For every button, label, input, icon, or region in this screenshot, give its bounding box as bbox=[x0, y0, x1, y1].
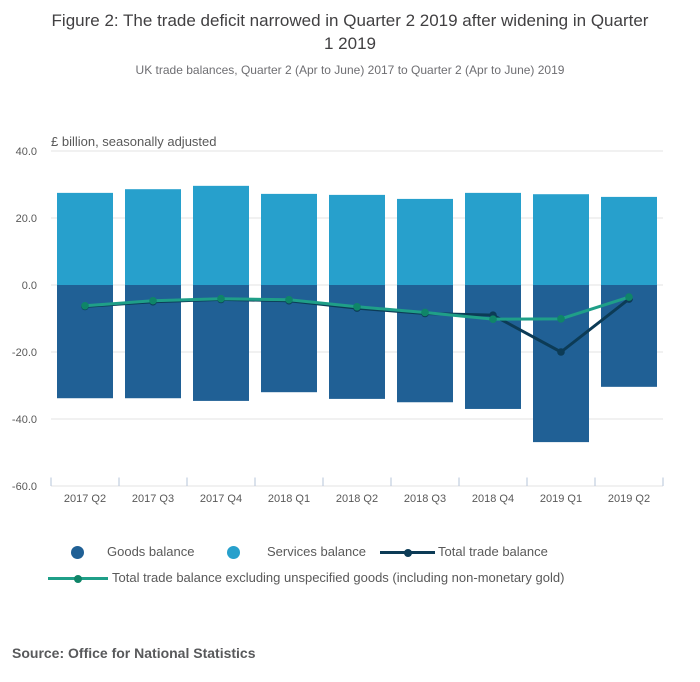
data-point-marker bbox=[149, 296, 157, 305]
bar-segment bbox=[397, 285, 453, 403]
x-axis-tick-label: 2017 Q4 bbox=[200, 493, 242, 505]
legend-label-services-balance: Services balance bbox=[267, 544, 366, 559]
data-point-marker bbox=[421, 308, 429, 317]
source-text: Source: Office for National Statistics bbox=[12, 645, 256, 661]
bar-segment bbox=[329, 285, 385, 399]
bar-segment bbox=[601, 196, 657, 285]
y-axis-tick-label: 20.0 bbox=[16, 213, 37, 225]
x-axis-tick-label: 2018 Q1 bbox=[268, 493, 310, 505]
x-axis-tick-label: 2017 Q2 bbox=[64, 493, 106, 505]
services-balance-swatch-icon bbox=[227, 546, 240, 559]
bar-segment bbox=[533, 194, 589, 285]
data-point-marker bbox=[217, 294, 225, 303]
chart-legend: Goods balance Services balance Total tra… bbox=[0, 538, 700, 588]
y-axis-tick-label: 0.0 bbox=[22, 280, 37, 292]
chart-title: Figure 2: The trade deficit narrowed in … bbox=[51, 11, 649, 53]
data-point-marker bbox=[353, 302, 361, 311]
data-point-marker bbox=[557, 348, 565, 356]
goods-balance-swatch-icon bbox=[71, 546, 84, 559]
x-axis-tick-label: 2018 Q3 bbox=[404, 493, 446, 505]
data-point-marker bbox=[489, 315, 497, 323]
bar-segment bbox=[533, 285, 589, 443]
y-axis-tick-label: -20.0 bbox=[12, 347, 37, 359]
chart-subtitle: UK trade balances, Quarter 2 (Apr to Jun… bbox=[135, 62, 565, 77]
chart-plot-area: 40.0 20.0 0.0 -20.0 -40.0 -60.0 2017 Q2 2017 Q3… bbox=[12, 146, 664, 505]
legend-label-total-excluding-unspecified: Total trade balance excluding unspecifie… bbox=[112, 570, 565, 585]
data-point-marker bbox=[557, 315, 565, 323]
bar-segment bbox=[465, 285, 521, 409]
bar-segment bbox=[125, 189, 181, 285]
x-axis-tick-label: 2019 Q2 bbox=[608, 493, 650, 505]
total-trade-balance-swatch-icon bbox=[380, 548, 435, 557]
y-axis-tick-label: -60.0 bbox=[12, 481, 37, 493]
total-excluding-unspecified-swatch-icon bbox=[48, 574, 108, 583]
bar-segment bbox=[261, 193, 317, 285]
y-axis-unit-label: £ billion, seasonally adjusted bbox=[51, 134, 217, 149]
legend-label-total-trade-balance: Total trade balance bbox=[438, 544, 548, 559]
y-axis-tick-label: 40.0 bbox=[16, 146, 37, 158]
bar-segment bbox=[329, 194, 385, 285]
x-axis-tick-label: 2017 Q3 bbox=[132, 493, 174, 505]
data-point-marker bbox=[81, 301, 89, 310]
x-axis-tick-label: 2018 Q2 bbox=[336, 493, 378, 505]
data-point-marker bbox=[625, 293, 633, 301]
bar-segment bbox=[193, 285, 249, 401]
bar-segment bbox=[57, 192, 113, 285]
legend-label-goods-balance: Goods balance bbox=[107, 544, 195, 559]
data-point-marker bbox=[285, 295, 293, 304]
bar-segment bbox=[465, 192, 521, 285]
bar-segment bbox=[193, 185, 249, 285]
x-axis-tick-label: 2018 Q4 bbox=[472, 493, 514, 505]
bar-segment bbox=[397, 198, 453, 285]
x-axis-tick-label: 2019 Q1 bbox=[540, 493, 582, 505]
y-axis-tick-label: -40.0 bbox=[12, 414, 37, 426]
